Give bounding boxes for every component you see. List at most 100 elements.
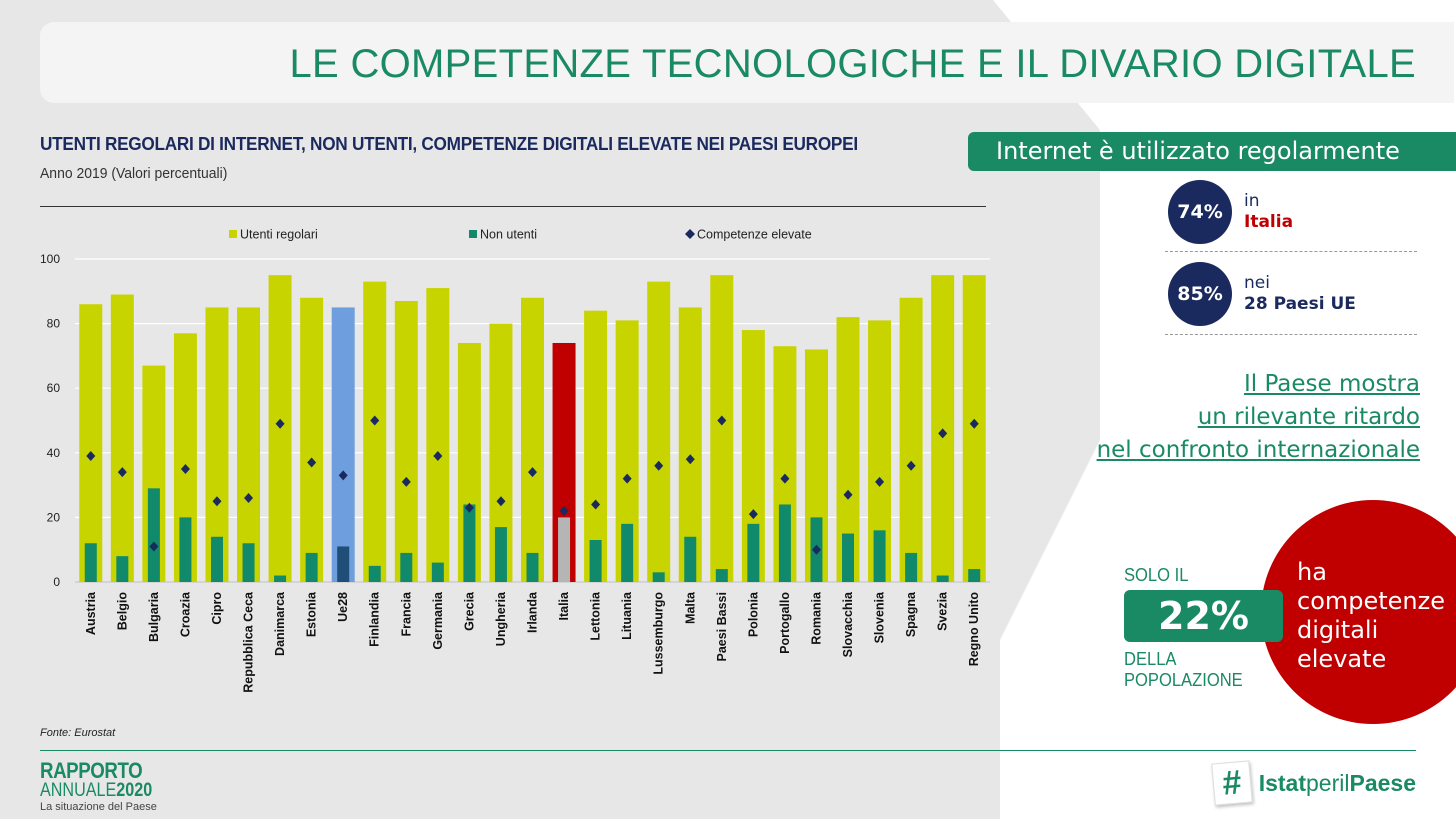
bar-non-utenti — [337, 546, 350, 582]
chart-title: UTENTI REGOLARI DI INTERNET, NON UTENTI,… — [40, 133, 858, 154]
bar-non-utenti — [84, 543, 97, 582]
x-tick-label: Malta — [683, 591, 697, 624]
legend-label: Utenti regolari — [240, 228, 318, 242]
red-circle — [1261, 500, 1456, 724]
bar-non-utenti — [684, 536, 697, 582]
logo-annuale: ANNUALE — [40, 780, 117, 801]
bar-utenti-regolari — [868, 320, 892, 582]
logo-line1: RAPPORTO — [40, 758, 143, 783]
stat-ue-label: nei 28 Paesi UE — [1244, 273, 1356, 315]
bar-non-utenti — [621, 523, 634, 582]
marker-competenze-elevate — [528, 467, 537, 478]
marker-competenze-elevate — [843, 489, 853, 500]
title-bar — [40, 22, 1454, 103]
bar-non-utenti — [400, 552, 413, 582]
bar-non-utenti — [494, 527, 507, 582]
logo-tagline: La situazione del Paese — [40, 801, 157, 813]
x-tick-label: Regno Unito — [967, 592, 981, 667]
x-tick-label: Cipro — [210, 592, 224, 625]
marker-competenze-elevate — [717, 415, 727, 426]
bar-non-utenti — [936, 575, 949, 582]
bar-utenti-regolari — [489, 323, 513, 582]
y-tick-label: 80 — [47, 317, 61, 331]
stat-italia: 74% in Italia — [1168, 180, 1293, 244]
bar-utenti-regolari — [110, 294, 134, 582]
hash-icon: # — [1210, 760, 1253, 806]
bar-utenti-regolari — [426, 288, 450, 582]
ritardo-line3: nel confronto internazionale — [1096, 437, 1420, 463]
x-tick-label: Spagna — [904, 591, 918, 637]
internet-banner: Internet è utilizzato regolarmente — [968, 132, 1456, 171]
stat-italia-line2: Italia — [1244, 212, 1294, 232]
x-tick-label: Bulgaria — [147, 591, 161, 642]
hashtag-logo: # IstatperilPaese — [1210, 760, 1416, 806]
x-tick-label: Germania — [431, 591, 445, 650]
red-text-line4: elevate — [1297, 645, 1387, 673]
bar-non-utenti — [431, 562, 444, 582]
hashtag-peril: peril — [1306, 769, 1350, 796]
stat-italia-circle: 74% — [1168, 180, 1232, 244]
legend-marker — [685, 229, 695, 239]
della-popolazione-label: DELLA POPOLAZIONE — [1124, 649, 1243, 691]
legend-label: Non utenti — [480, 228, 537, 242]
marker-competenze-elevate — [244, 493, 254, 504]
marker-competenze-elevate — [938, 428, 948, 439]
x-tick-label: Repubblica Ceca — [242, 591, 256, 693]
red-text-line2: competenze — [1297, 587, 1446, 615]
stat-ue: 85% nei 28 Paesi UE — [1168, 262, 1356, 326]
x-tick-label: Austria — [84, 591, 98, 635]
y-tick-label: 100 — [40, 252, 60, 266]
marker-competenze-elevate — [401, 476, 411, 487]
marker-competenze-elevate — [86, 451, 96, 462]
solo-il-label: SOLO IL — [1124, 565, 1189, 585]
page-title: LE COMPETENZE TECNOLOGICHE E IL DIVARIO … — [289, 42, 1416, 86]
marker-competenze-elevate — [654, 460, 664, 471]
stat-ue-line2: 28 Paesi UE — [1244, 294, 1356, 314]
red-circle-text: ha competenze digitali elevate — [1297, 558, 1456, 674]
stat-ue-circle: 85% — [1168, 262, 1232, 326]
legend-label: Competenze elevate — [697, 228, 812, 242]
marker-competenze-elevate — [180, 463, 190, 474]
bar-non-utenti — [558, 517, 571, 582]
x-tick-label: Ungheria — [494, 591, 508, 646]
x-tick-label: Portogallo — [778, 592, 792, 654]
rapporto-logo: RAPPORTO ANNUALE2020 La situazione del P… — [40, 760, 172, 814]
x-tick-label: Grecia — [462, 591, 476, 631]
stat-italia-label: in Italia — [1244, 191, 1293, 233]
logo-line2: ANNUALE2020 — [40, 780, 153, 801]
x-tick-label: Belgio — [115, 592, 129, 631]
marker-competenze-elevate — [559, 505, 569, 516]
marker-competenze-elevate — [496, 496, 506, 507]
della-line: DELLA — [1124, 649, 1177, 669]
marker-competenze-elevate — [780, 473, 790, 484]
ritardo-line2: un rilevante ritardo — [1197, 404, 1420, 430]
x-tick-label: Ue28 — [336, 592, 350, 622]
legend-swatch — [469, 230, 477, 238]
marker-competenze-elevate — [875, 476, 885, 487]
dashed-divider — [1165, 251, 1417, 252]
footer-divider — [40, 750, 1416, 751]
bar-non-utenti — [116, 556, 129, 582]
marker-competenze-elevate — [338, 470, 348, 481]
bar-non-utenti — [968, 569, 981, 582]
x-tick-label: Francia — [399, 591, 413, 637]
bar-utenti-regolari — [300, 297, 324, 582]
ritardo-callout: Il Paese mostra un rilevante ritardo nel… — [1097, 368, 1420, 467]
marker-competenze-elevate — [811, 544, 821, 555]
hashtag-istat: Istat — [1258, 769, 1307, 796]
bar-non-utenti — [842, 533, 855, 582]
bar-non-utenti — [652, 572, 665, 582]
bar-non-utenti — [274, 575, 287, 582]
bar-non-utenti — [242, 543, 255, 582]
bar-utenti-regolari — [363, 281, 387, 582]
chart-divider — [40, 206, 986, 207]
bar-utenti-regolari — [521, 297, 544, 582]
y-tick-label: 60 — [47, 381, 61, 395]
logo-year: 2020 — [116, 780, 153, 801]
x-tick-label: Estonia — [305, 591, 319, 637]
x-tick-label: Finlandia — [368, 591, 382, 647]
bar-utenti-regolari — [205, 307, 229, 582]
y-tick-label: 40 — [47, 446, 61, 460]
popolazione-line: POPOLAZIONE — [1124, 670, 1243, 690]
